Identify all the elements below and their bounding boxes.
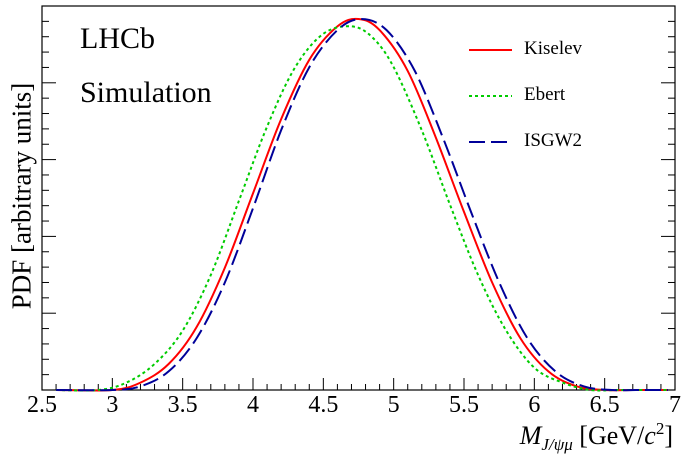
x-tick-label: 5.5 <box>449 392 479 418</box>
x-tick-label: 3 <box>106 392 119 418</box>
x-tick-label: 7 <box>669 392 681 418</box>
curves <box>56 17 668 392</box>
simulation-label: Simulation <box>80 76 212 109</box>
x-tick-label: 4 <box>247 392 259 418</box>
experiment-label: LHCb <box>80 22 155 55</box>
legend-entry-ebert: Ebert <box>524 84 566 105</box>
plot-frame <box>41 5 676 391</box>
series-line-isgw2 <box>56 17 668 392</box>
x-tick-label: 5 <box>387 392 400 418</box>
series-line-kiselev <box>56 17 668 392</box>
x-tick-label: 6.5 <box>589 392 620 418</box>
x-tick-label: 4.5 <box>308 392 339 418</box>
legend-lines <box>469 49 512 143</box>
x-tick-label: 2.5 <box>27 392 57 418</box>
legend-entry-isgw2: ISGW2 <box>524 130 583 151</box>
y-axis-label: PDF [arbitrary units] <box>6 82 37 310</box>
axis-ticks <box>41 5 676 391</box>
x-tick-label: 6 <box>528 392 541 418</box>
x-tick-label: 3.5 <box>167 392 198 418</box>
legend-entry-kiselev: Kiselev <box>524 38 583 59</box>
x-axis-label: MJ/ψμ [GeV/c2] <box>519 419 673 454</box>
